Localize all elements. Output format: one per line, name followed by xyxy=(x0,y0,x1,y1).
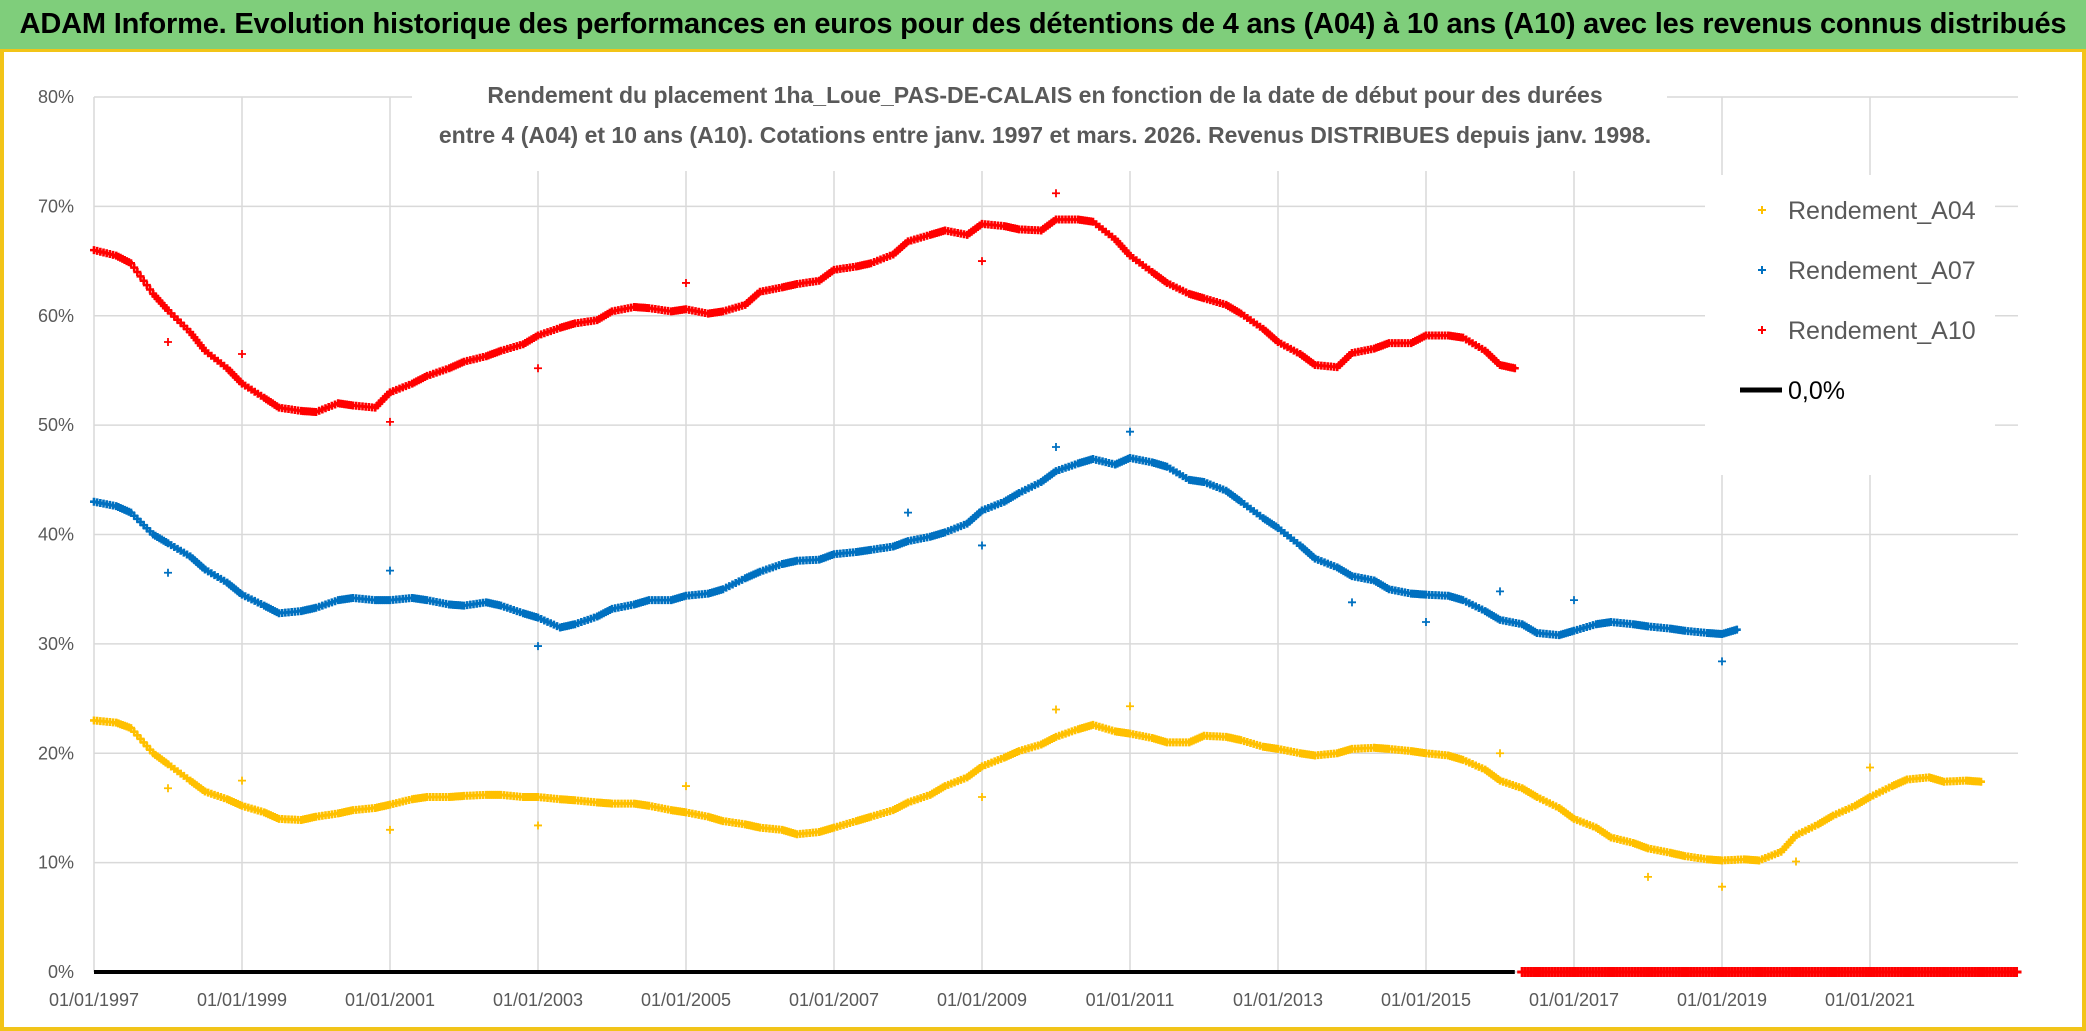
series-point xyxy=(139,276,148,285)
series-outlier-point xyxy=(238,350,246,359)
series-outlier-point xyxy=(1052,189,1060,198)
legend-marker-swatch xyxy=(1758,206,1766,214)
x-tick-label: 01/01/2001 xyxy=(345,990,435,1010)
series-outlier-point xyxy=(1718,882,1726,891)
series-point xyxy=(142,281,151,290)
series-outlier-point xyxy=(978,793,986,801)
x-axis-ticks: 01/01/1997 01/01/1999 01/01/2001 01/01/2003… xyxy=(49,990,1915,1010)
series-point xyxy=(2011,967,2022,977)
series-outlier-point xyxy=(904,508,912,517)
y-tick-label: 0% xyxy=(48,962,74,982)
series-outlier-point xyxy=(238,776,246,785)
legend-label: 0,0% xyxy=(1788,377,1845,405)
x-tick-label: 01/01/2019 xyxy=(1677,990,1767,1010)
series-outlier-point xyxy=(164,338,172,346)
x-tick-label: 01/01/1999 xyxy=(197,990,287,1010)
x-tick-label: 01/01/2005 xyxy=(641,990,731,1010)
performance-chart: 0%10%20%30%40%50%60%70%80% 01/01/1997 01/… xyxy=(38,73,2022,1010)
y-tick-label: 70% xyxy=(38,196,74,216)
y-axis-ticks: 0% 10% 20% 30% 40% 50% 60% 70% 80% xyxy=(38,87,74,982)
x-tick-label: 01/01/2007 xyxy=(789,990,879,1010)
subtitle-background xyxy=(412,73,1667,171)
series-outlier-point xyxy=(386,566,394,575)
x-tick-label: 01/01/2021 xyxy=(1825,990,1915,1010)
y-tick-label: 50% xyxy=(38,415,74,435)
series-outlier-point xyxy=(534,642,542,651)
series-outlier-point xyxy=(1052,705,1060,714)
x-tick-label: 01/01/2015 xyxy=(1381,990,1471,1010)
series-outlier-point xyxy=(534,364,542,373)
subtitle-line: Rendement du placement 1ha_Loue_PAS-DE-C… xyxy=(487,82,1602,108)
series-outlier-point xyxy=(1866,763,1874,772)
x-tick-label: 01/01/2013 xyxy=(1233,990,1323,1010)
series-outlier-point xyxy=(1126,702,1134,711)
series-point xyxy=(1732,625,1741,634)
series-outlier-point xyxy=(1792,857,1800,866)
x-tick-label: 01/01/2017 xyxy=(1529,990,1619,1010)
series-rendement-a04 xyxy=(90,702,1985,891)
legend-label: Rendement_A10 xyxy=(1788,317,1976,345)
x-tick-label: 01/01/2011 xyxy=(1086,990,1175,1010)
series-outlier-point xyxy=(1496,749,1504,758)
series-point xyxy=(146,285,155,294)
series-outlier-point xyxy=(682,782,690,791)
series-outlier-point xyxy=(1052,443,1060,451)
series-outlier-point xyxy=(1126,427,1134,436)
series-point xyxy=(136,272,145,281)
series-outlier-point xyxy=(1644,872,1652,881)
legend-label: Rendement_A04 xyxy=(1788,197,1976,225)
series-outlier-point xyxy=(1496,587,1504,596)
chart-legend: Rendement_A04 Rendement_A07 Rendement_A10 0… xyxy=(1705,175,1995,475)
series-outlier-point xyxy=(682,278,690,287)
series-point xyxy=(133,268,142,276)
chart-subtitle: Rendement du placement 1ha_Loue_PAS-DE-C… xyxy=(412,73,1667,171)
legend-marker-swatch xyxy=(1758,266,1766,274)
series-point xyxy=(1510,364,1519,373)
x-tick-label: 01/01/1997 xyxy=(49,990,139,1010)
y-tick-label: 80% xyxy=(38,87,74,107)
series-outlier-point xyxy=(978,257,986,266)
legend-background xyxy=(1705,175,1995,475)
report-title: ADAM Informe. Evolution historique des p… xyxy=(19,8,2067,40)
series-rendement-a07 xyxy=(90,427,1741,666)
y-tick-label: 40% xyxy=(38,525,74,545)
x-tick-label: 01/01/2003 xyxy=(493,990,583,1010)
series-outlier-point xyxy=(386,825,394,834)
series-outlier-point xyxy=(978,541,986,550)
y-tick-label: 30% xyxy=(38,634,74,654)
series-outlier-point xyxy=(534,821,542,830)
series-outlier-point xyxy=(1348,598,1356,607)
subtitle-line: entre 4 (A04) et 10 ans (A10). Cotations… xyxy=(439,122,1651,148)
series-outlier-point xyxy=(1422,618,1430,626)
series-outlier-point xyxy=(164,784,172,793)
x-tick-label: 01/01/2009 xyxy=(937,990,1027,1010)
y-tick-label: 60% xyxy=(38,306,74,326)
series-outlier-point xyxy=(164,568,172,577)
series-outlier-point xyxy=(386,417,394,426)
legend-label: Rendement_A07 xyxy=(1788,257,1976,285)
series-rendement-a10 xyxy=(90,189,1519,426)
report-banner: ADAM Informe. Evolution historique des p… xyxy=(0,0,2086,52)
series-layer xyxy=(90,189,2022,977)
series-point xyxy=(130,263,139,272)
series-outlier-point xyxy=(1718,657,1726,666)
series-outlier-point xyxy=(1570,596,1578,605)
series-point xyxy=(1977,777,1985,786)
y-tick-label: 10% xyxy=(38,853,74,873)
series-zero-red xyxy=(1517,967,2022,977)
series-point xyxy=(127,259,135,268)
y-tick-label: 20% xyxy=(38,743,74,763)
legend-marker-swatch xyxy=(1758,326,1766,334)
